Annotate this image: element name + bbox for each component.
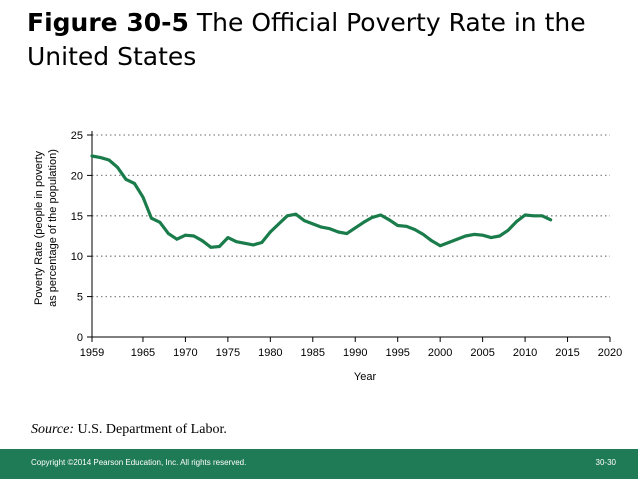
data-point-1975 bbox=[226, 236, 230, 240]
page-number: 30-30 bbox=[595, 458, 616, 467]
figure-label: Figure 30-5 bbox=[27, 8, 189, 37]
data-point-1961 bbox=[107, 158, 111, 162]
y-tick-label-25: 25 bbox=[71, 130, 83, 142]
source-note: Source: U.S. Department of Labor. bbox=[31, 422, 227, 438]
copyright-text: Copyright ©2014 Pearson Education, Inc. … bbox=[31, 458, 247, 467]
x-tick-label-1995: 1995 bbox=[385, 347, 409, 359]
x-tick-label-1990: 1990 bbox=[343, 347, 367, 359]
data-point-1998 bbox=[421, 232, 425, 236]
data-point-1963 bbox=[124, 178, 128, 181]
data-point-2010 bbox=[523, 213, 527, 217]
x-tick-labels: 1959 1965 1970 1975 1980 1985 1990 1995 2000 2005… bbox=[80, 347, 622, 359]
axes bbox=[87, 131, 611, 342]
data-point-1979 bbox=[260, 241, 264, 244]
data-point-1996 bbox=[404, 224, 408, 228]
data-point-1986 bbox=[319, 225, 323, 229]
y-tick-labels: 0 5 10 15 20 25 bbox=[71, 130, 83, 344]
y-axis-title-line-1: Poverty Rate (people in poverty bbox=[33, 150, 45, 305]
data-point-1974 bbox=[217, 245, 221, 248]
figure-title-text: The Official Poverty Rate in the United … bbox=[27, 8, 586, 71]
data-point-1997 bbox=[413, 228, 417, 231]
grid-lines bbox=[92, 134, 610, 298]
x-tick-label-2020: 2020 bbox=[598, 347, 622, 359]
data-point-2004 bbox=[472, 232, 476, 236]
data-point-2001 bbox=[447, 241, 451, 244]
data-point-1984 bbox=[302, 219, 306, 223]
data-point-1995 bbox=[396, 224, 400, 227]
data-point-1970 bbox=[184, 233, 187, 237]
y-tick-label-15: 15 bbox=[71, 211, 83, 223]
slide-title: Figure 30-5 The Official Poverty Rate in … bbox=[27, 6, 627, 74]
data-point-1969 bbox=[175, 237, 179, 241]
y-tick-label-0: 0 bbox=[77, 332, 83, 344]
x-axis-title: Year bbox=[354, 371, 377, 383]
data-point-1992 bbox=[370, 216, 374, 219]
y-tick-label-20: 20 bbox=[71, 170, 83, 182]
data-point-1991 bbox=[362, 220, 366, 224]
data-point-2005 bbox=[481, 233, 485, 237]
footer-bar: Copyright ©2014 Pearson Education, Inc. … bbox=[0, 449, 638, 479]
x-tick-label-2005: 2005 bbox=[470, 347, 494, 359]
source-label: Source: bbox=[31, 422, 75, 437]
data-point-1988 bbox=[336, 230, 340, 234]
data-point-1959 bbox=[90, 154, 94, 158]
data-point-2006 bbox=[489, 236, 493, 240]
data-point-1980 bbox=[268, 230, 272, 234]
data-point-1977 bbox=[243, 241, 247, 245]
data-point-2007 bbox=[498, 234, 502, 238]
x-tick-label-1970: 1970 bbox=[173, 347, 197, 359]
x-tick-label-1965: 1965 bbox=[131, 347, 155, 359]
data-point-1976 bbox=[234, 240, 238, 244]
data-point-1989 bbox=[345, 232, 349, 235]
data-point-1987 bbox=[328, 227, 332, 231]
y-tick-label-5: 5 bbox=[77, 292, 83, 304]
x-tick-label-2015: 2015 bbox=[555, 347, 579, 359]
series-line-0 bbox=[90, 154, 553, 249]
data-point-1965 bbox=[141, 195, 145, 199]
data-point-1966 bbox=[150, 216, 153, 220]
data-point-1967 bbox=[158, 220, 162, 224]
data-point-1981 bbox=[277, 222, 281, 226]
data-point-2009 bbox=[515, 220, 518, 223]
x-tick-label-1975: 1975 bbox=[216, 347, 240, 359]
y-tick-label-10: 10 bbox=[71, 251, 83, 263]
data-point-1968 bbox=[167, 232, 170, 235]
data-point-2008 bbox=[506, 228, 510, 232]
data-point-1960 bbox=[99, 156, 102, 160]
x-tick-label-2000: 2000 bbox=[428, 347, 452, 359]
data-point-2000 bbox=[438, 244, 442, 248]
data-point-1999 bbox=[430, 239, 434, 243]
data-point-2002 bbox=[455, 237, 459, 241]
x-tick-label-1985: 1985 bbox=[301, 347, 325, 359]
series-layer bbox=[90, 154, 553, 249]
data-point-1964 bbox=[133, 182, 136, 185]
data-point-1994 bbox=[387, 218, 391, 222]
data-point-1993 bbox=[379, 213, 383, 217]
data-point-2003 bbox=[464, 234, 468, 238]
data-point-1982 bbox=[285, 214, 289, 218]
data-point-1983 bbox=[294, 212, 298, 216]
x-tick-label-1980: 1980 bbox=[258, 347, 282, 359]
data-point-2013 bbox=[549, 218, 552, 222]
data-point-1990 bbox=[353, 226, 357, 230]
data-point-1978 bbox=[251, 243, 255, 247]
x-tick-label-2010: 2010 bbox=[513, 347, 537, 359]
data-point-2012 bbox=[540, 214, 544, 218]
data-point-1985 bbox=[311, 222, 315, 226]
data-point-2011 bbox=[532, 214, 535, 218]
data-point-1971 bbox=[192, 234, 196, 238]
y-axis-title-line-2: as percentage of the population) bbox=[47, 149, 59, 307]
data-point-1962 bbox=[116, 165, 119, 169]
x-tick-label-1959: 1959 bbox=[80, 347, 104, 359]
source-text: U.S. Department of Labor. bbox=[74, 422, 227, 437]
data-point-1973 bbox=[209, 245, 213, 249]
data-point-1972 bbox=[200, 239, 204, 243]
